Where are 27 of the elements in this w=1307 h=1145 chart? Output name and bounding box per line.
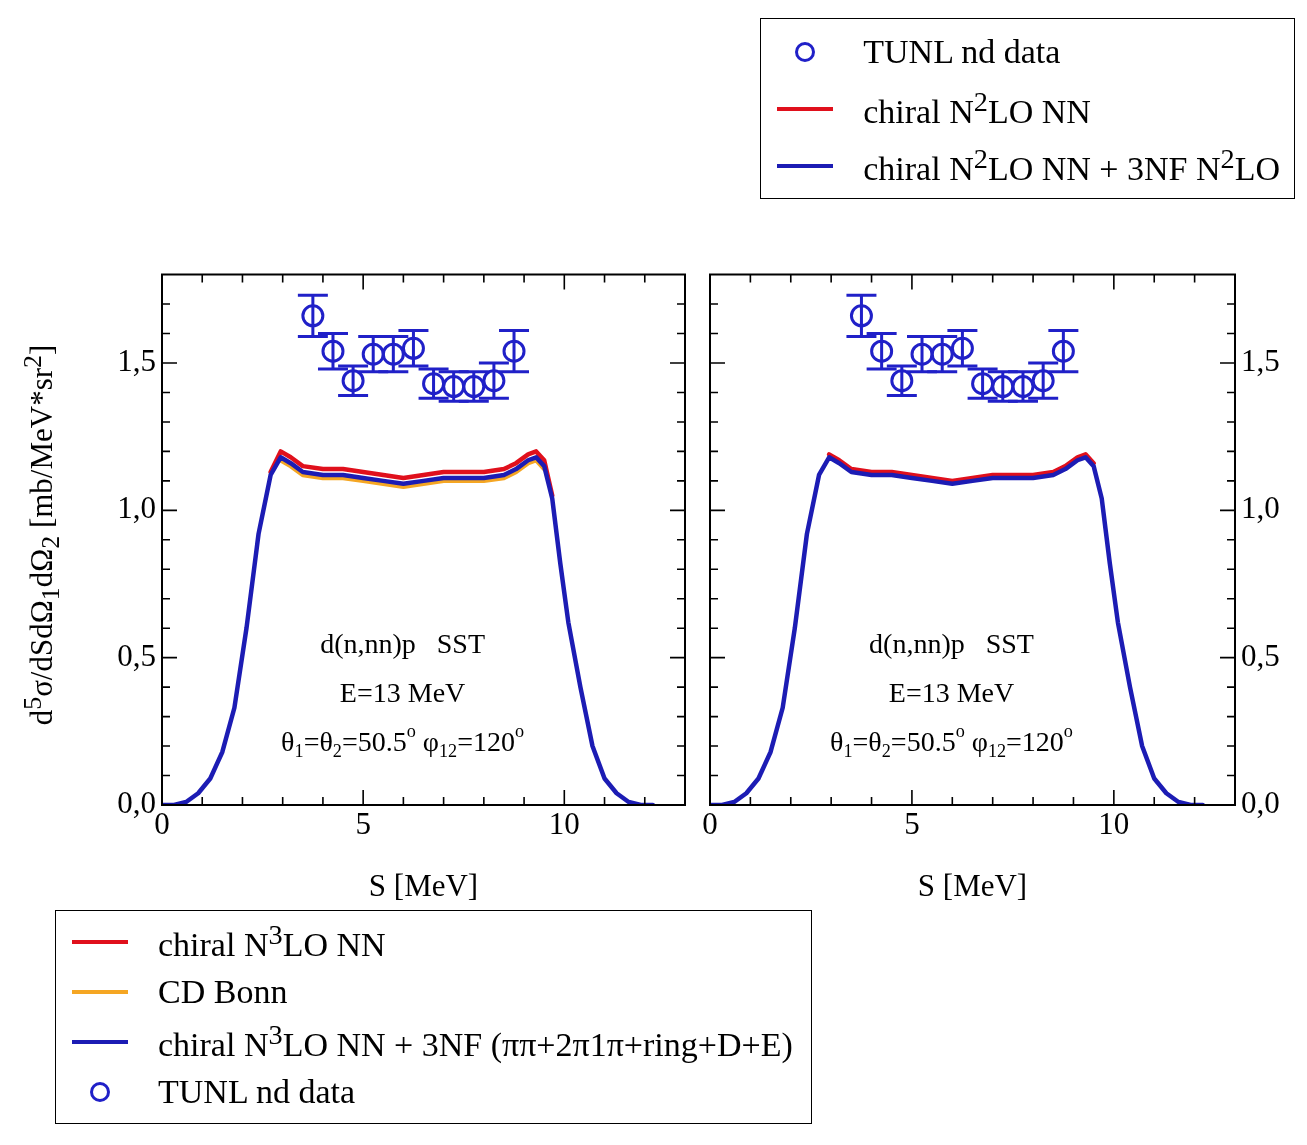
y-tick-label: 1,5 xyxy=(117,343,156,379)
annotation: E=13 MeV xyxy=(339,677,466,709)
x-tick-label: 5 xyxy=(355,805,371,841)
annotation: d(n,nn)p SST xyxy=(869,628,1034,660)
y-tick-label: 1,5 xyxy=(1241,343,1280,379)
legend-label: CD Bonn xyxy=(158,973,288,1011)
x-tick-label: 10 xyxy=(1098,805,1130,841)
annotation: E=13 MeV xyxy=(888,677,1015,709)
y-tick-label: 0,5 xyxy=(117,637,156,673)
annotation: d(n,nn)p SST xyxy=(320,628,486,660)
x-tick-label: 5 xyxy=(904,805,920,841)
x-tick-label: 0 xyxy=(702,805,718,841)
legend-label: chiral N$^{3}$LO NN + 3NF (ππ+2π1π+ring+D+E) xyxy=(158,1019,793,1065)
x-tick-label: 0 xyxy=(154,805,170,841)
legend-label: chiral N$^{2}$LO NN xyxy=(863,85,1091,132)
y-tick-label: 1,0 xyxy=(117,490,156,526)
legend-label: chiral N$^{2}$LO NN + 3NF N$^{2}$LO xyxy=(863,142,1280,189)
y-tick-label: 0,0 xyxy=(1241,785,1280,821)
x-axis-title: S [MeV] xyxy=(368,867,479,903)
legend-label: TUNL nd data xyxy=(158,1073,356,1111)
x-tick-label: 10 xyxy=(548,805,580,841)
y-tick-label: 0,0 xyxy=(117,785,156,821)
legend-label: chiral N$^{3}$LO NN xyxy=(158,919,386,965)
y-tick-label: 1,0 xyxy=(1241,490,1280,526)
y-tick-label: 0,5 xyxy=(1241,637,1280,673)
legend-label: TUNL nd data xyxy=(863,32,1061,71)
x-axis-title: S [MeV] xyxy=(917,867,1028,903)
